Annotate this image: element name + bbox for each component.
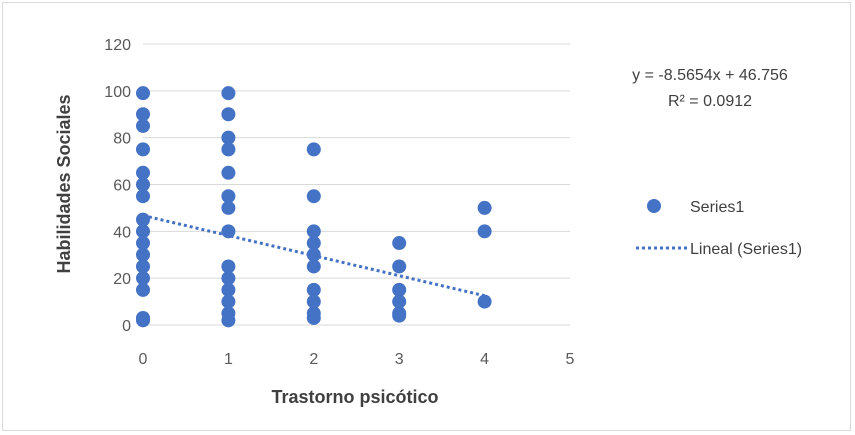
data-point <box>306 236 321 251</box>
data-point <box>221 271 236 286</box>
data-point <box>392 308 407 323</box>
data-point <box>306 259 321 274</box>
y-tick-label: 60 <box>113 178 131 195</box>
y-tick-label: 100 <box>104 84 131 101</box>
data-point <box>477 200 492 215</box>
data-point <box>136 247 150 262</box>
legend: Series1 Lineal (Series1) <box>636 199 802 258</box>
data-point <box>306 189 321 204</box>
data-point <box>136 165 150 180</box>
data-point <box>221 107 236 122</box>
data-point <box>221 313 236 328</box>
legend-label-series1: Series1 <box>690 199 744 216</box>
data-point <box>136 142 150 157</box>
data-point <box>136 212 150 227</box>
data-points <box>136 86 492 328</box>
data-point <box>306 310 321 325</box>
y-tick-label: 0 <box>122 318 131 335</box>
y-tick-label: 80 <box>113 131 131 148</box>
data-point <box>392 294 407 309</box>
y-tick-labels: 0 20 40 60 80 100 120 <box>104 37 131 335</box>
x-tick-label: 2 <box>309 351 318 368</box>
data-point <box>136 107 150 122</box>
data-point <box>306 294 321 309</box>
gridlines <box>143 43 570 326</box>
data-point <box>136 118 150 133</box>
x-axis-title: Trastorno psicótico <box>271 387 438 407</box>
data-point <box>392 282 407 297</box>
data-point <box>136 271 150 286</box>
data-point <box>221 200 236 215</box>
data-point <box>136 282 150 297</box>
data-point <box>136 313 150 328</box>
x-tick-label: 5 <box>566 351 575 368</box>
legend-marker-series1 <box>647 199 661 213</box>
data-point <box>221 259 236 274</box>
data-point <box>136 236 150 251</box>
data-point <box>136 224 150 239</box>
trendline-r-squared: R² = 0.0912 <box>668 93 752 110</box>
legend-label-trendline: Lineal (Series1) <box>690 241 802 258</box>
data-point <box>221 282 236 297</box>
data-point <box>221 142 236 157</box>
y-tick-label: 20 <box>113 271 131 288</box>
data-point <box>136 259 150 274</box>
x-tick-label: 1 <box>224 351 233 368</box>
y-axis-title: Habilidades Sociales <box>54 94 74 273</box>
x-tick-labels: 0 1 2 3 4 5 <box>139 351 575 368</box>
data-point <box>392 259 407 274</box>
data-point <box>221 165 236 180</box>
x-tick-label: 4 <box>480 351 489 368</box>
data-point <box>221 294 236 309</box>
data-point <box>221 189 236 204</box>
y-tick-label: 120 <box>104 37 131 54</box>
data-point <box>306 142 321 157</box>
data-point <box>306 282 321 297</box>
trendline <box>142 214 485 298</box>
x-tick-label: 0 <box>139 351 148 368</box>
data-point <box>136 86 150 101</box>
x-tick-label: 3 <box>395 351 404 368</box>
y-tick-label: 40 <box>113 224 131 241</box>
data-point <box>306 224 321 239</box>
data-point <box>221 86 236 101</box>
data-point <box>392 236 407 251</box>
data-point <box>136 189 150 204</box>
data-point <box>477 294 492 309</box>
trendline-equation: y = -8.5654x + 46.756 <box>632 67 788 84</box>
data-point <box>477 224 492 239</box>
data-point <box>221 130 236 145</box>
data-point <box>136 177 150 192</box>
